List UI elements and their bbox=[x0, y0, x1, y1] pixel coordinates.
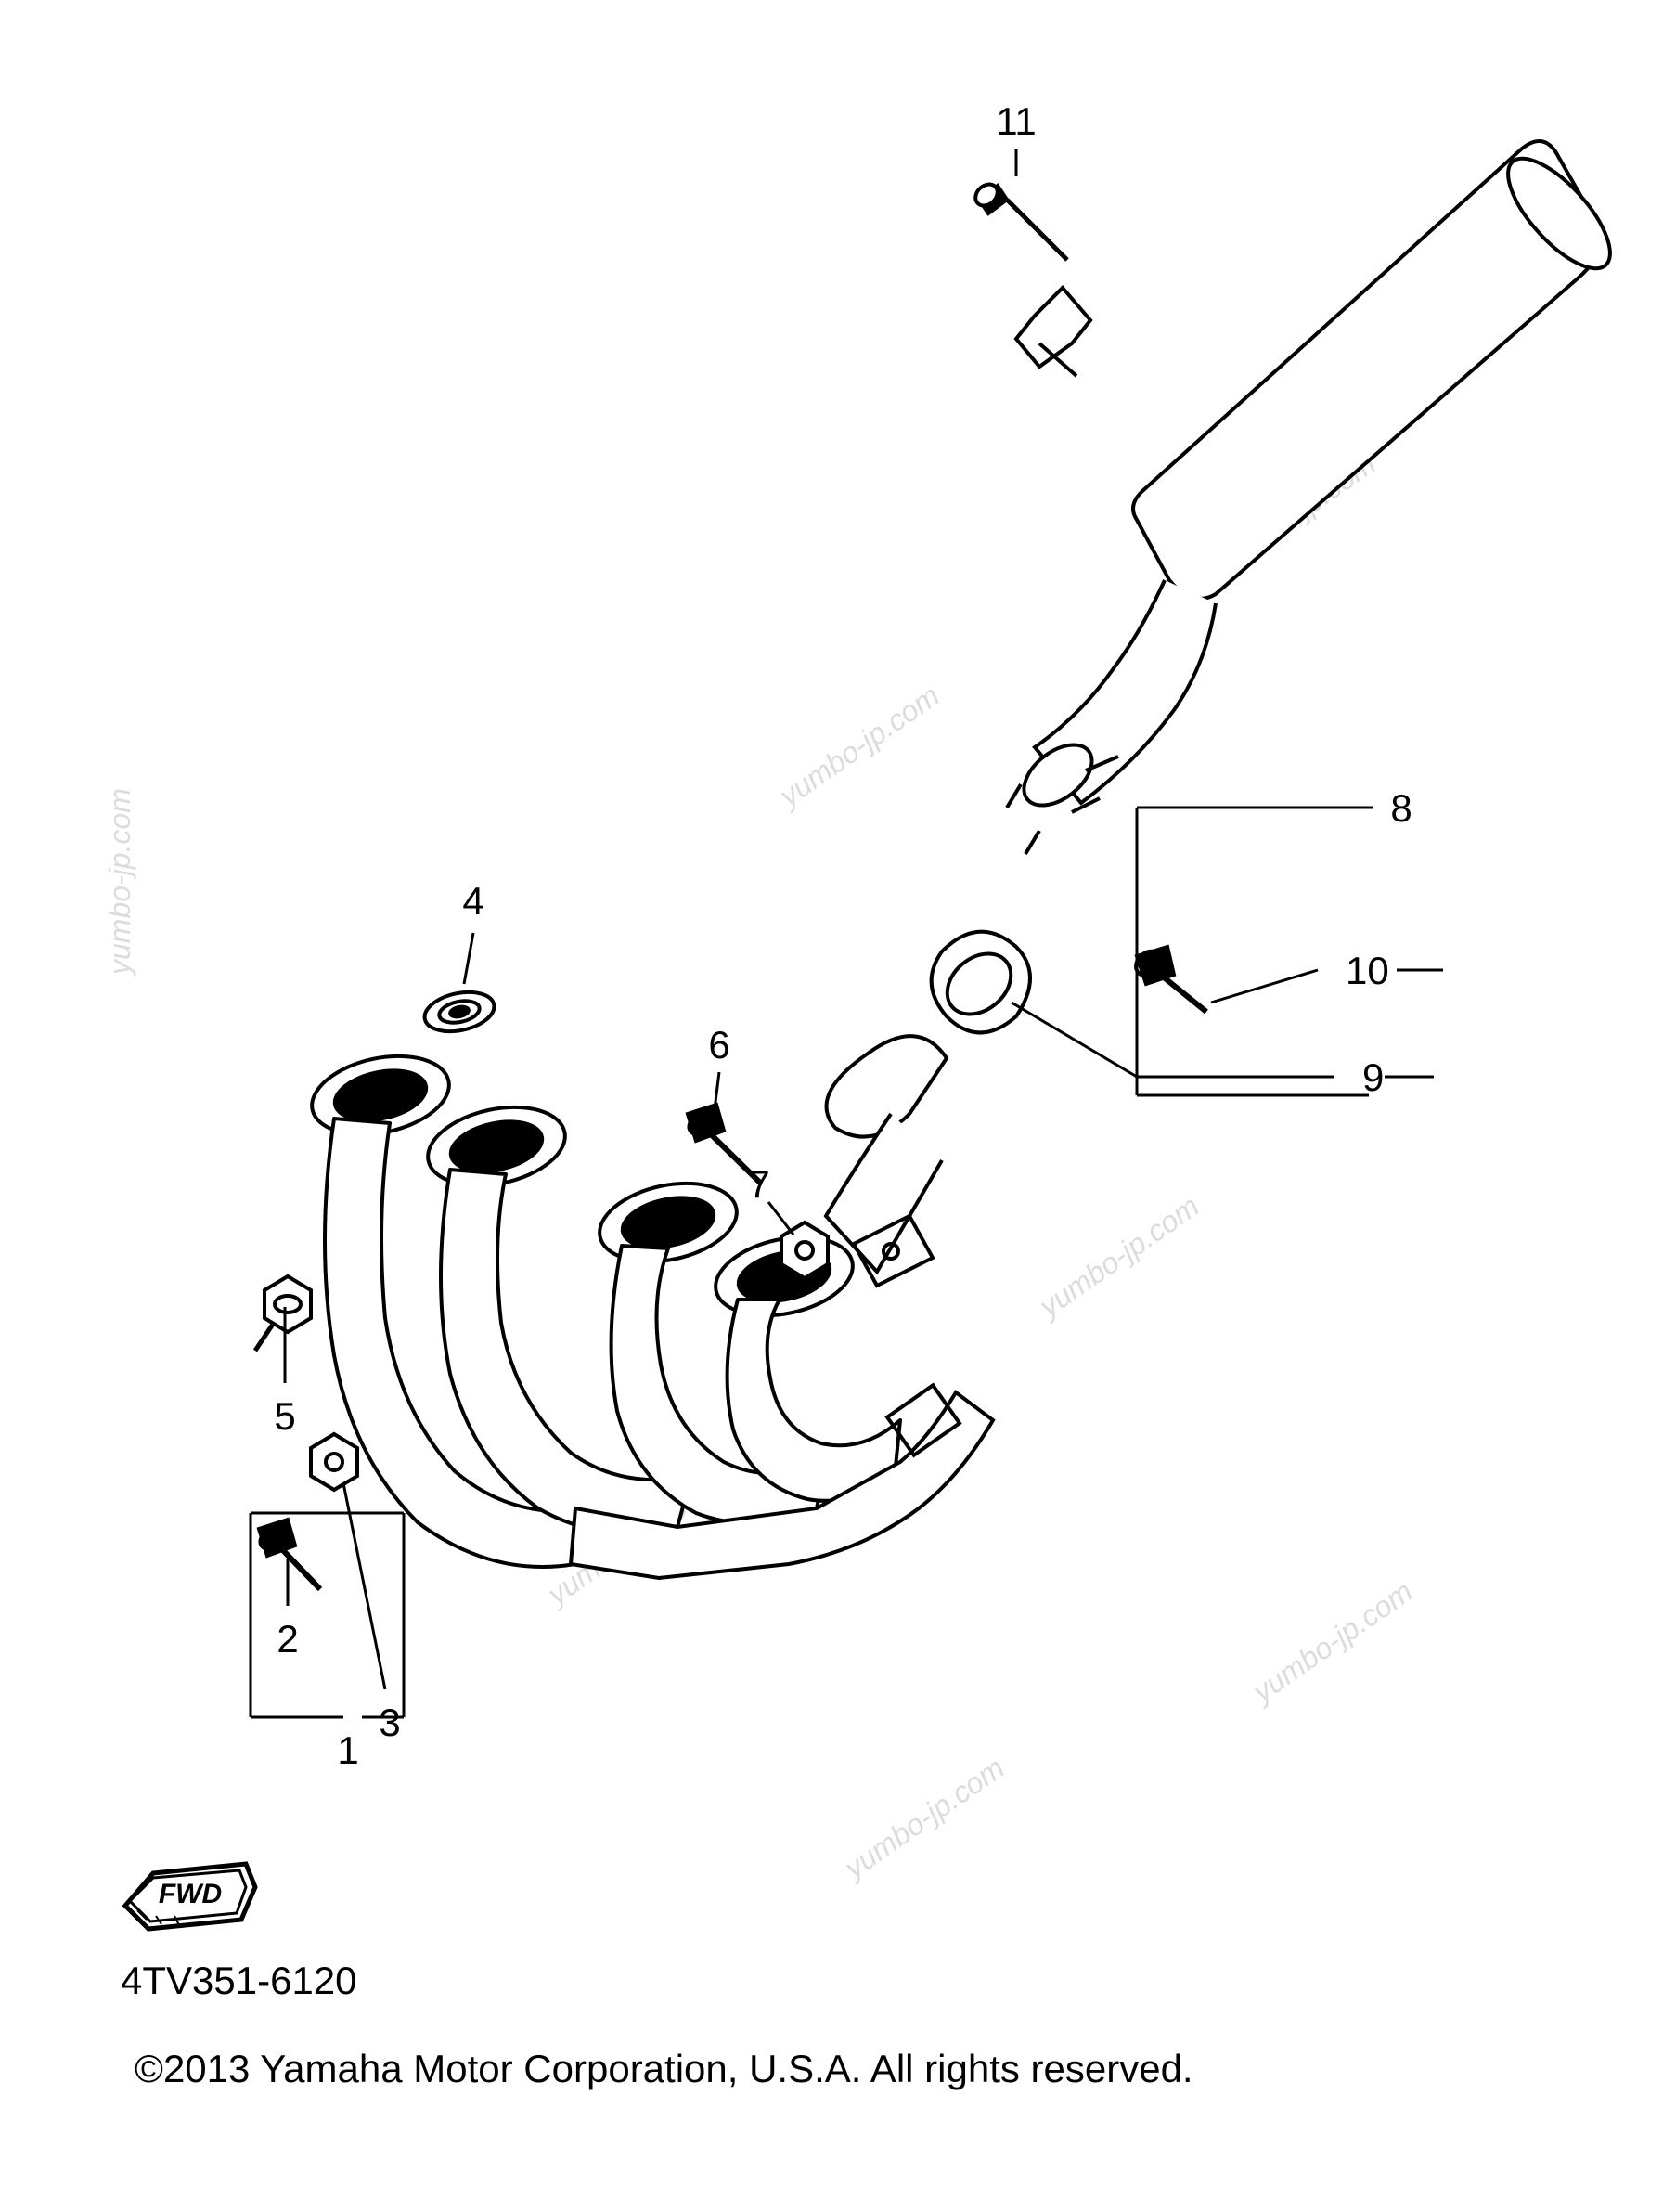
nut-3 bbox=[311, 1434, 357, 1490]
callout-6: 6 bbox=[708, 1023, 729, 1067]
diagram-container: yumbo-jp.com yumbo-jp.com yumbo-jp.com y… bbox=[0, 0, 1663, 2212]
bolt-11 bbox=[972, 180, 1067, 260]
callout-4: 4 bbox=[462, 879, 483, 923]
watermark-1: yumbo-jp.com bbox=[103, 788, 136, 977]
watermark-2: yumbo-jp.com bbox=[772, 679, 946, 814]
callout-9: 9 bbox=[1362, 1055, 1384, 1099]
callout-7: 7 bbox=[748, 1162, 769, 1206]
muffler-assembly bbox=[1007, 141, 1626, 854]
bolt-10 bbox=[1131, 946, 1206, 1012]
callout-3: 3 bbox=[379, 1701, 400, 1744]
watermark-6: yumbo-jp.com bbox=[837, 1751, 1011, 1886]
nut-7 bbox=[781, 1222, 828, 1278]
gasket-9 bbox=[932, 932, 1030, 1033]
gasket-4 bbox=[421, 987, 498, 1038]
fwd-label: FWD bbox=[159, 1879, 222, 1909]
callout-5: 5 bbox=[274, 1394, 295, 1438]
callout-11: 11 bbox=[996, 99, 1037, 143]
muffler-bracket bbox=[1016, 288, 1090, 376]
callout-8: 8 bbox=[1390, 786, 1412, 830]
callout-1: 1 bbox=[337, 1728, 358, 1772]
watermark-7: yumbo-jp.com bbox=[1245, 1574, 1419, 1710]
nut-5 bbox=[255, 1276, 311, 1351]
diagram-id: 4TV351-6120 bbox=[121, 1959, 357, 2003]
copyright-text: ©2013 Yamaha Motor Corporation, U.S.A. A… bbox=[135, 2047, 1193, 2091]
callout-10: 10 bbox=[1346, 949, 1389, 992]
exhaust-header bbox=[304, 1036, 993, 1578]
fwd-badge: FWD bbox=[121, 1855, 260, 1938]
watermark-5: yumbo-jp.com bbox=[1032, 1189, 1205, 1325]
callout-2: 2 bbox=[277, 1617, 298, 1661]
